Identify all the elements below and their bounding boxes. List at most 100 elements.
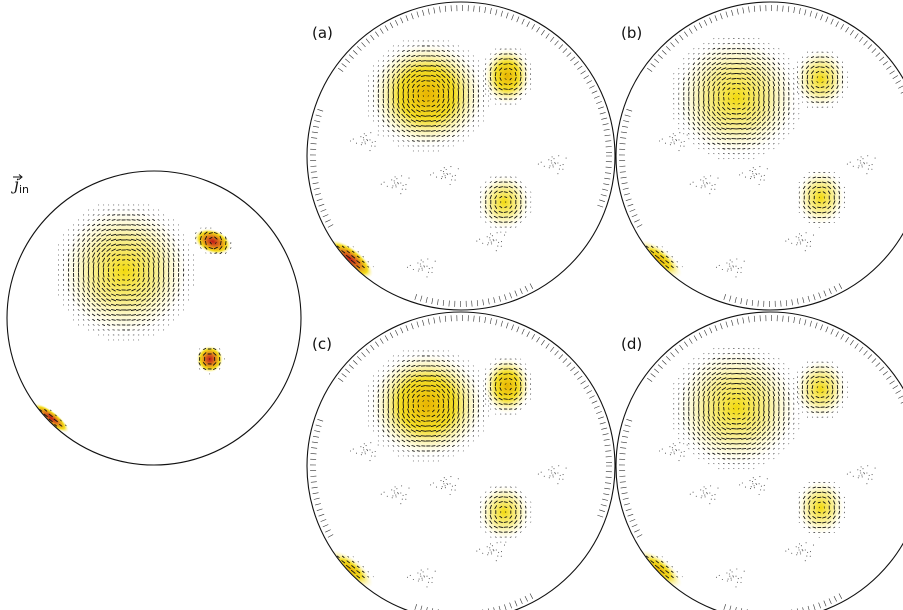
current-vector [494,221,498,224]
current-vector [721,362,726,365]
current-vector [702,116,706,121]
current-vector [111,248,116,252]
current-vector [489,514,492,520]
rim-hatch [554,40,559,46]
current-vector [751,67,757,71]
current-vector [412,45,415,47]
current-vector [77,243,80,247]
current-vector [101,247,106,253]
noise-dot [749,488,752,490]
current-vector [401,78,405,84]
current-vector [756,367,761,371]
rim-hatch [311,447,318,449]
current-vector [726,362,732,365]
current-vector [397,445,400,447]
current-vector [172,293,175,297]
current-vector [702,71,706,76]
current-vector [832,495,836,500]
current-vector [87,313,90,317]
rim-hatch [487,608,490,610]
noise-dot [397,493,399,495]
rim-hatch [833,595,837,602]
current-vector [421,105,426,107]
current-vector [141,287,146,292]
current-vector [422,90,425,92]
current-vector [751,137,756,140]
current-vector [812,500,816,505]
current-vector [346,265,350,268]
current-vector [401,374,406,378]
noise-dot [785,550,787,552]
current-vector [702,66,706,71]
noise-dot [751,171,754,173]
current-vector [717,416,721,421]
current-vector [382,379,385,383]
current-vector [111,224,116,226]
current-vector [825,90,830,94]
current-vector [783,86,785,91]
current-vector [411,74,416,78]
current-vector [111,243,117,247]
noise-dot [409,574,411,576]
current-vector [147,277,150,283]
current-vector [707,47,710,50]
rim-hatch [804,9,807,16]
current-vector [821,76,824,78]
noise-dot [394,176,396,178]
noise-dot [675,139,677,141]
rim-hatch [626,109,633,112]
current-vector [777,416,780,422]
noise-dot [417,580,419,582]
current-vector [751,437,757,441]
noise-dot [729,575,731,577]
current-vector [446,113,451,119]
current-vector [772,71,776,76]
rim-hatch [586,390,592,394]
current-vector [101,308,106,312]
current-vector [116,258,121,262]
current-vector [406,119,411,123]
noise-dot [874,467,876,469]
current-vector [646,571,649,573]
current-vector [519,210,522,214]
current-vector [87,252,90,258]
current-vector [457,413,460,419]
noise-dot [679,455,682,457]
rim-hatch [316,508,323,511]
current-vector [214,236,218,240]
current-vector [665,575,670,579]
current-vector [137,214,141,216]
current-vector [683,72,685,75]
noise-dot [423,265,425,267]
current-vector [54,424,58,427]
current-vector [636,556,638,558]
noise-dot [444,485,446,487]
current-vector [519,525,522,529]
current-vector [747,86,751,91]
current-vector [767,447,771,450]
current-vector [716,67,722,71]
current-vector [420,385,426,387]
noise-dot [408,487,410,489]
current-vector [707,137,711,140]
rim-hatch [313,187,320,190]
noise-dot [543,475,545,477]
rim-hatch [320,209,327,212]
current-vector [462,83,465,89]
current-vector [788,417,790,421]
current-vector [451,64,456,68]
current-vector [697,372,701,376]
current-vector [756,116,761,121]
current-vector [826,385,829,389]
current-vector [514,72,517,77]
rim-hatch [620,486,627,489]
rim-hatch [748,316,750,323]
current-vector [836,380,839,385]
current-vector [377,74,380,78]
current-vector [467,374,470,378]
current-vector [736,73,742,75]
current-vector [152,324,155,326]
current-vector [199,235,202,241]
current-vector [97,277,100,283]
current-vector [737,417,741,420]
